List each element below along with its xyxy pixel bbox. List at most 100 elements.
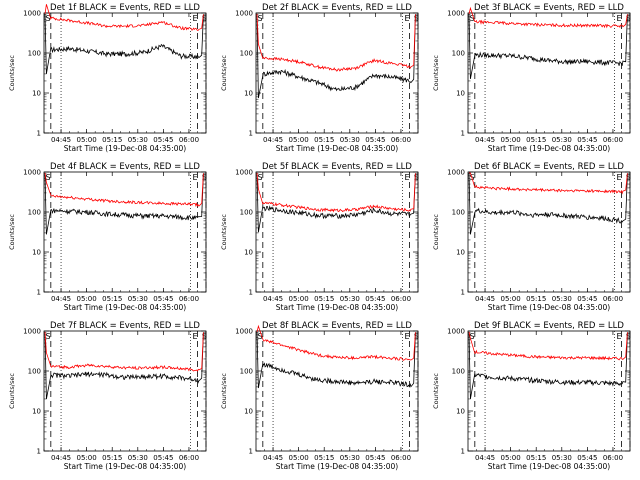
event-marker-e: E [405, 173, 410, 182]
y-tick-label: 1000 [23, 328, 41, 336]
detector-panel-7: Det 7f BLACK = Events, RED = LLD 1 10 100 10… [8, 321, 207, 471]
y-axis-label: Counts/sec [432, 55, 440, 91]
event-marker-e: E [405, 332, 410, 341]
x-tick-label: 05:15 [102, 454, 122, 462]
y-tick-label: 10 [456, 90, 465, 98]
y-tick-label: 1000 [235, 10, 253, 18]
plot-frame [255, 171, 419, 293]
y-tick-label: 10 [456, 249, 465, 257]
event-marker-s: S [202, 173, 207, 182]
series-line-events [44, 13, 204, 74]
y-tick-label: 100 [28, 209, 41, 217]
series-line-events [468, 13, 628, 79]
y-axis-label: Counts/sec [220, 373, 228, 409]
y-axis-label: Counts/sec [8, 214, 16, 250]
x-tick-label: 05:30 [128, 295, 148, 303]
x-tick-label: 04:45 [263, 295, 283, 303]
panel-title: Det 5f BLACK = Events, RED = LLD [262, 162, 412, 172]
event-marker-s: S [414, 14, 419, 23]
x-tick-label: 05:30 [552, 295, 572, 303]
detector-panel-9: Det 9f BLACK = Events, RED = LLD 1 10 100 10… [432, 321, 631, 471]
series-line-lld [44, 172, 204, 208]
plot-frame [467, 12, 631, 134]
y-tick-label: 1 [249, 448, 253, 456]
y-tick-label: 1 [37, 289, 41, 297]
x-tick-label: 05:00 [289, 454, 309, 462]
plot-frame [467, 330, 631, 452]
x-tick-label: 05:15 [314, 136, 334, 144]
event-marker-s: S [470, 332, 475, 341]
y-tick-label: 10 [244, 408, 253, 416]
event-marker-s: S [414, 332, 419, 341]
y-tick-label: 1 [37, 130, 41, 138]
detector-panel-1: Det 1f BLACK = Events, RED = LLD 1 10 100 10… [8, 3, 207, 153]
x-tick-label: 04:45 [51, 136, 71, 144]
series-line-events [44, 331, 204, 400]
x-tick-label: 05:15 [102, 136, 122, 144]
event-marker-e: E [193, 332, 198, 341]
x-tick-label: 06:00 [603, 295, 623, 303]
x-tick-label: 05:30 [340, 136, 360, 144]
x-tick-label: 05:15 [314, 454, 334, 462]
detector-panel-3: Det 3f BLACK = Events, RED = LLD 1 10 100 10… [432, 3, 631, 153]
event-marker-s: S [46, 332, 51, 341]
y-tick-label: 10 [244, 249, 253, 257]
x-axis-label: Start Time (19-Dec-08 04:35:00) [276, 144, 398, 153]
y-tick-label: 100 [452, 50, 465, 58]
series-line-events [44, 172, 204, 235]
x-tick-label: 05:15 [526, 136, 546, 144]
panel-title: Det 7f BLACK = Events, RED = LLD [50, 321, 200, 331]
event-marker-s: S [46, 173, 51, 182]
x-tick-label: 06:00 [179, 136, 199, 144]
x-tick-label: 05:45 [365, 136, 385, 144]
event-marker-s: S [46, 14, 51, 23]
event-marker-e: E [193, 173, 198, 182]
y-tick-label: 1000 [235, 328, 253, 336]
x-tick-label: 05:30 [340, 295, 360, 303]
x-axis-label: Start Time (19-Dec-08 04:35:00) [276, 303, 398, 312]
x-tick-label: 05:15 [526, 454, 546, 462]
x-tick-label: 05:45 [577, 295, 597, 303]
detector-panel-4: Det 4f BLACK = Events, RED = LLD 1 10 100 10… [8, 162, 207, 312]
event-marker-s: S [626, 332, 631, 341]
event-marker-s: S [202, 332, 207, 341]
detector-panel-6: Det 6f BLACK = Events, RED = LLD 1 10 100 10… [432, 162, 631, 312]
y-tick-label: 1 [461, 448, 465, 456]
plot-frame [43, 171, 207, 293]
event-marker-s: S [470, 14, 475, 23]
x-tick-label: 04:45 [51, 295, 71, 303]
x-tick-label: 05:45 [577, 136, 597, 144]
x-tick-label: 06:00 [391, 295, 411, 303]
y-tick-label: 10 [32, 408, 41, 416]
detector-panel-8: Det 8f BLACK = Events, RED = LLD 1 10 100 10… [220, 321, 419, 471]
x-tick-label: 06:00 [179, 454, 199, 462]
series-line-lld [468, 172, 628, 195]
x-tick-label: 05:00 [501, 295, 521, 303]
x-tick-label: 05:30 [128, 136, 148, 144]
y-tick-label: 100 [240, 50, 253, 58]
x-axis-label: Start Time (19-Dec-08 04:35:00) [488, 303, 610, 312]
y-tick-label: 1000 [235, 169, 253, 177]
x-tick-label: 04:45 [51, 454, 71, 462]
series-line-lld [256, 324, 416, 361]
x-axis-label: Start Time (19-Dec-08 04:35:00) [276, 462, 398, 471]
x-tick-label: 05:45 [577, 454, 597, 462]
series-line-events [256, 331, 416, 389]
x-tick-label: 05:00 [77, 136, 97, 144]
y-tick-label: 1000 [23, 10, 41, 18]
x-tick-label: 05:45 [153, 454, 173, 462]
y-tick-label: 10 [32, 90, 41, 98]
panel-title: Det 3f BLACK = Events, RED = LLD [474, 3, 624, 13]
panel-title: Det 2f BLACK = Events, RED = LLD [262, 3, 412, 13]
y-tick-label: 1 [461, 130, 465, 138]
series-line-events [256, 13, 416, 99]
panel-title: Det 1f BLACK = Events, RED = LLD [50, 3, 200, 13]
y-tick-label: 1000 [447, 169, 465, 177]
y-tick-label: 1000 [447, 328, 465, 336]
detector-panel-2: Det 2f BLACK = Events, RED = LLD 1 10 100 10… [220, 3, 419, 153]
event-marker-s: S [258, 332, 263, 341]
y-axis-label: Counts/sec [8, 373, 16, 409]
event-marker-s: S [626, 173, 631, 182]
y-tick-label: 1 [249, 130, 253, 138]
